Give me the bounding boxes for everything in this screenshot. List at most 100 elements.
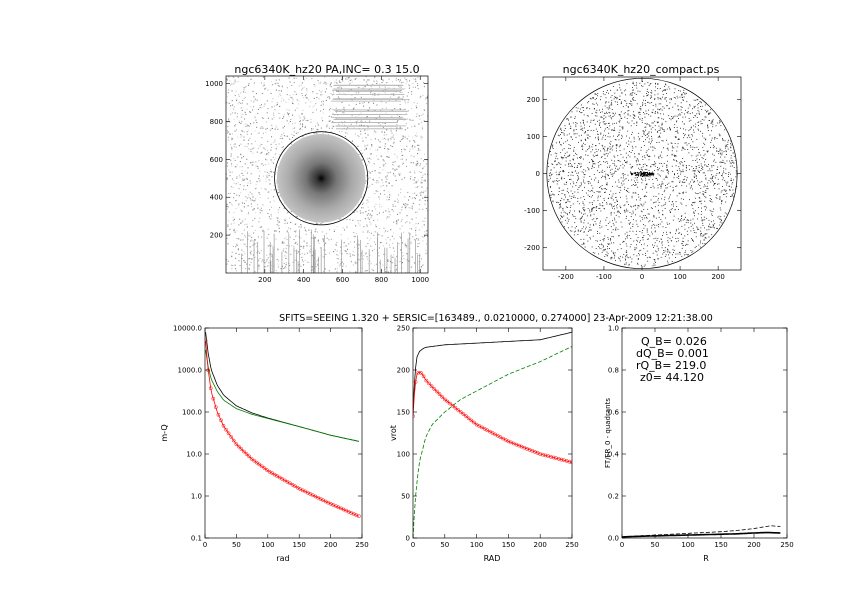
rotation-curve-point-bulge xyxy=(570,460,572,465)
image-map-xtick-label: 200 xyxy=(258,276,271,284)
rotation-curve-ytick-label: 50 xyxy=(401,493,410,501)
surface-profile-point-bulge xyxy=(216,412,221,417)
rotation-curve-point-bulge xyxy=(567,459,572,464)
quadrants-ylabel: FT/FR_0 - quadrants xyxy=(604,398,612,468)
rotation-curve-ylabel: vrot xyxy=(389,425,398,441)
annotation-dq-b: dQ_B= 0.001 xyxy=(636,347,709,360)
annotation-z0: z0= 44.120 xyxy=(640,371,704,384)
rotation-curve-point-bulge xyxy=(530,449,535,453)
surface-profile-point-bulge xyxy=(339,506,343,511)
image-map-ytick-label: 400 xyxy=(210,194,223,202)
surface-profile-ytick-label: 10000.0 xyxy=(173,325,202,333)
surface-profile-point-bulge xyxy=(247,454,251,459)
quadrants-xtick-label: 250 xyxy=(780,541,793,549)
quadrants-xtick-label: 150 xyxy=(714,541,727,549)
rotation-curve-xtick-label: 150 xyxy=(502,541,515,549)
rotation-curve-point-bulge xyxy=(546,454,550,458)
surface-profile-point-bulge xyxy=(254,460,259,465)
surface-profile-ylabel: m-Q xyxy=(160,424,169,441)
surface-profile-point-bulge xyxy=(229,435,234,439)
image-map-ytick-label: 600 xyxy=(210,156,223,164)
image-map-ytick-label: 200 xyxy=(210,232,223,240)
surface-profile-point-bulge xyxy=(259,464,264,469)
quadrants-ytick-label: 0.0 xyxy=(608,535,619,543)
quadrants-xtick-label: 100 xyxy=(681,541,694,549)
compact-scatter-xtick-label: 200 xyxy=(711,273,724,281)
rotation-curve-point-bulge xyxy=(541,452,545,457)
rotation-curve-point-bulge xyxy=(432,387,437,391)
rotation-curve-series-total xyxy=(413,331,572,413)
rotation-curve-point-bulge xyxy=(416,370,421,375)
surface-profile-point-bulge xyxy=(351,512,356,516)
surface-profile-xtick-label: 200 xyxy=(324,541,337,549)
quadrants-ytick-label: 0.4 xyxy=(608,451,620,459)
surface-profile-point-bulge xyxy=(211,396,216,401)
image-map-ytick-label: 800 xyxy=(210,118,223,126)
surface-profile-ytick-label: 100.0 xyxy=(182,409,202,417)
panel-quadrants: 0 50 100 150 200 250 0.0 0.2 0.4 0.6 0.8 1.0 R FT/F… xyxy=(604,325,794,564)
quadrants-xtick-label: 0 xyxy=(620,541,624,549)
rotation-curve-point-bulge xyxy=(429,384,434,389)
surface-profile-point-bulge xyxy=(334,504,338,509)
panel-surface-profile: 0 50 100 150 200 250 0.1 1.0 10.0 100.0 1000.0 1000… xyxy=(160,325,369,564)
rotation-curve-point-bulge xyxy=(456,408,460,412)
rotation-curve-point-bulge xyxy=(469,418,474,423)
rotation-curve-point-bulge xyxy=(525,446,529,451)
rotation-curve-point-bulge xyxy=(445,399,450,404)
quadrants-ytick-label: 1.0 xyxy=(608,325,619,333)
rotation-curve-point-bulge xyxy=(517,443,521,448)
surface-profile-ytick-label: 1000.0 xyxy=(178,367,203,375)
rotation-curve-point-bulge xyxy=(413,380,418,384)
quadrants-ytick-label: 0.2 xyxy=(608,493,619,501)
rotation-curve-point-bulge xyxy=(440,394,444,399)
quadrants-series-max xyxy=(622,525,781,538)
rotation-curve-xlabel: RAD xyxy=(484,554,501,563)
quadrants-xtick-label: 200 xyxy=(747,541,760,549)
quadrants-xtick-label: 50 xyxy=(651,541,660,549)
rotation-curve-point-bulge xyxy=(562,458,566,463)
rotation-curve-point-bulge xyxy=(421,374,426,379)
surface-profile-ytick-label: 10.0 xyxy=(186,451,202,459)
annotation-q-b: Q_B= 0.026 xyxy=(641,335,707,348)
quadrants-frame xyxy=(621,327,788,539)
rotation-curve-xtick-label: 100 xyxy=(470,541,483,549)
surface-profile-point-bulge xyxy=(234,442,239,446)
surface-profile-series-total xyxy=(205,332,359,442)
quadrants-series-mean xyxy=(622,531,781,538)
rotation-curve-point-bulge xyxy=(551,455,556,460)
surface-profile-xtick-label: 0 xyxy=(203,541,207,549)
panel-image-map: ngc6340K_hz20 PA,INC= 0.3 15.0 200 400 600… xyxy=(205,63,429,284)
surface-profile-point-bulge xyxy=(205,338,208,343)
surface-profile-point-bulge xyxy=(221,423,226,428)
image-map-xtick-label: 1000 xyxy=(411,276,429,284)
rotation-curve-xtick-label: 0 xyxy=(411,541,415,549)
rotation-curve-point-bulge xyxy=(556,457,561,461)
panel-rotation-curve: 0 50 100 150 200 250 0 50 100 150 200 250 RAD vrot xyxy=(389,325,579,564)
rotation-curve-series-bulge xyxy=(413,371,572,463)
rotation-curve-xtick-label: 250 xyxy=(565,541,578,549)
rotation-curve-frame xyxy=(412,327,573,539)
surface-profile-series-disk xyxy=(205,349,359,442)
figure-suptitle: SFITS=SEEING 1.320 + SERSIC=[163489., 0.… xyxy=(279,313,713,324)
compact-scatter-xtick-label: 0 xyxy=(640,273,644,281)
surface-profile-point-bulge xyxy=(224,427,228,432)
rotation-curve-point-bulge xyxy=(435,389,439,394)
compact-scatter-xtick-label: 100 xyxy=(673,273,686,281)
rotation-curve-ytick-label: 200 xyxy=(397,367,410,375)
rotation-curve-point-bulge xyxy=(538,452,543,456)
image-map-xtick-label: 800 xyxy=(375,276,388,284)
surface-profile-ytick-label: 0.1 xyxy=(191,535,202,543)
surface-profile-point-bulge xyxy=(244,452,249,456)
rotation-curve-xtick-label: 200 xyxy=(534,541,547,549)
rotation-curve-point-bulge xyxy=(559,457,564,462)
compact-scatter-title: ngc6340K_hz20_compact.ps xyxy=(563,63,720,76)
annotation-rq-b: rQ_B= 219.0 xyxy=(636,359,706,372)
rotation-curve-xtick-label: 50 xyxy=(440,541,449,549)
rotation-curve-point-bulge xyxy=(442,397,447,402)
panel-compact-scatter: ngc6340K_hz20_compact.ps -200 -100 0 100 200… xyxy=(524,63,742,281)
surface-profile-xtick-label: 50 xyxy=(232,541,241,549)
surface-profile-xlabel: rad xyxy=(276,554,289,563)
surface-profile-series-bulge xyxy=(205,340,360,517)
image-map-frame xyxy=(225,75,429,274)
